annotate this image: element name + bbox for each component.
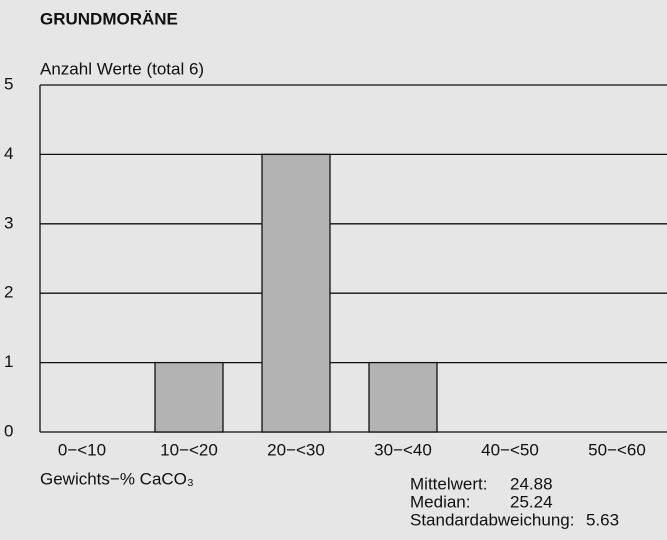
y-tick-label: 0 <box>4 421 13 440</box>
y-tick-label: 5 <box>4 74 13 93</box>
x-tick-label: 40−<50 <box>481 440 539 459</box>
x-tick-label: 30−<40 <box>374 440 432 459</box>
bar <box>154 361 224 433</box>
x-tick-label: 0−<10 <box>58 440 106 459</box>
stat-label: Median: <box>410 492 470 511</box>
chart-title: GRUNDMORÄNE <box>40 9 178 28</box>
bar <box>261 153 331 433</box>
stat-label: Standardabweichung: <box>410 510 574 529</box>
y-tick-label: 2 <box>4 283 13 302</box>
bar <box>368 361 438 433</box>
stat-label: Mittelwert: <box>410 474 487 493</box>
stat-value: 5.63 <box>586 510 619 529</box>
x-tick-label: 20−<30 <box>267 440 325 459</box>
stat-value: 25.24 <box>510 492 553 511</box>
y-axis-label: Anzahl Werte (total 6) <box>40 59 204 78</box>
x-tick-label: 10−<20 <box>160 440 218 459</box>
x-axis-label: Gewichts−% CaCO₃ <box>40 469 194 488</box>
y-tick-label: 3 <box>4 213 13 232</box>
y-tick-label: 4 <box>4 144 13 163</box>
y-tick-label: 1 <box>4 352 13 371</box>
x-tick-label: 50−<60 <box>588 440 646 459</box>
stat-value: 24.88 <box>510 474 553 493</box>
